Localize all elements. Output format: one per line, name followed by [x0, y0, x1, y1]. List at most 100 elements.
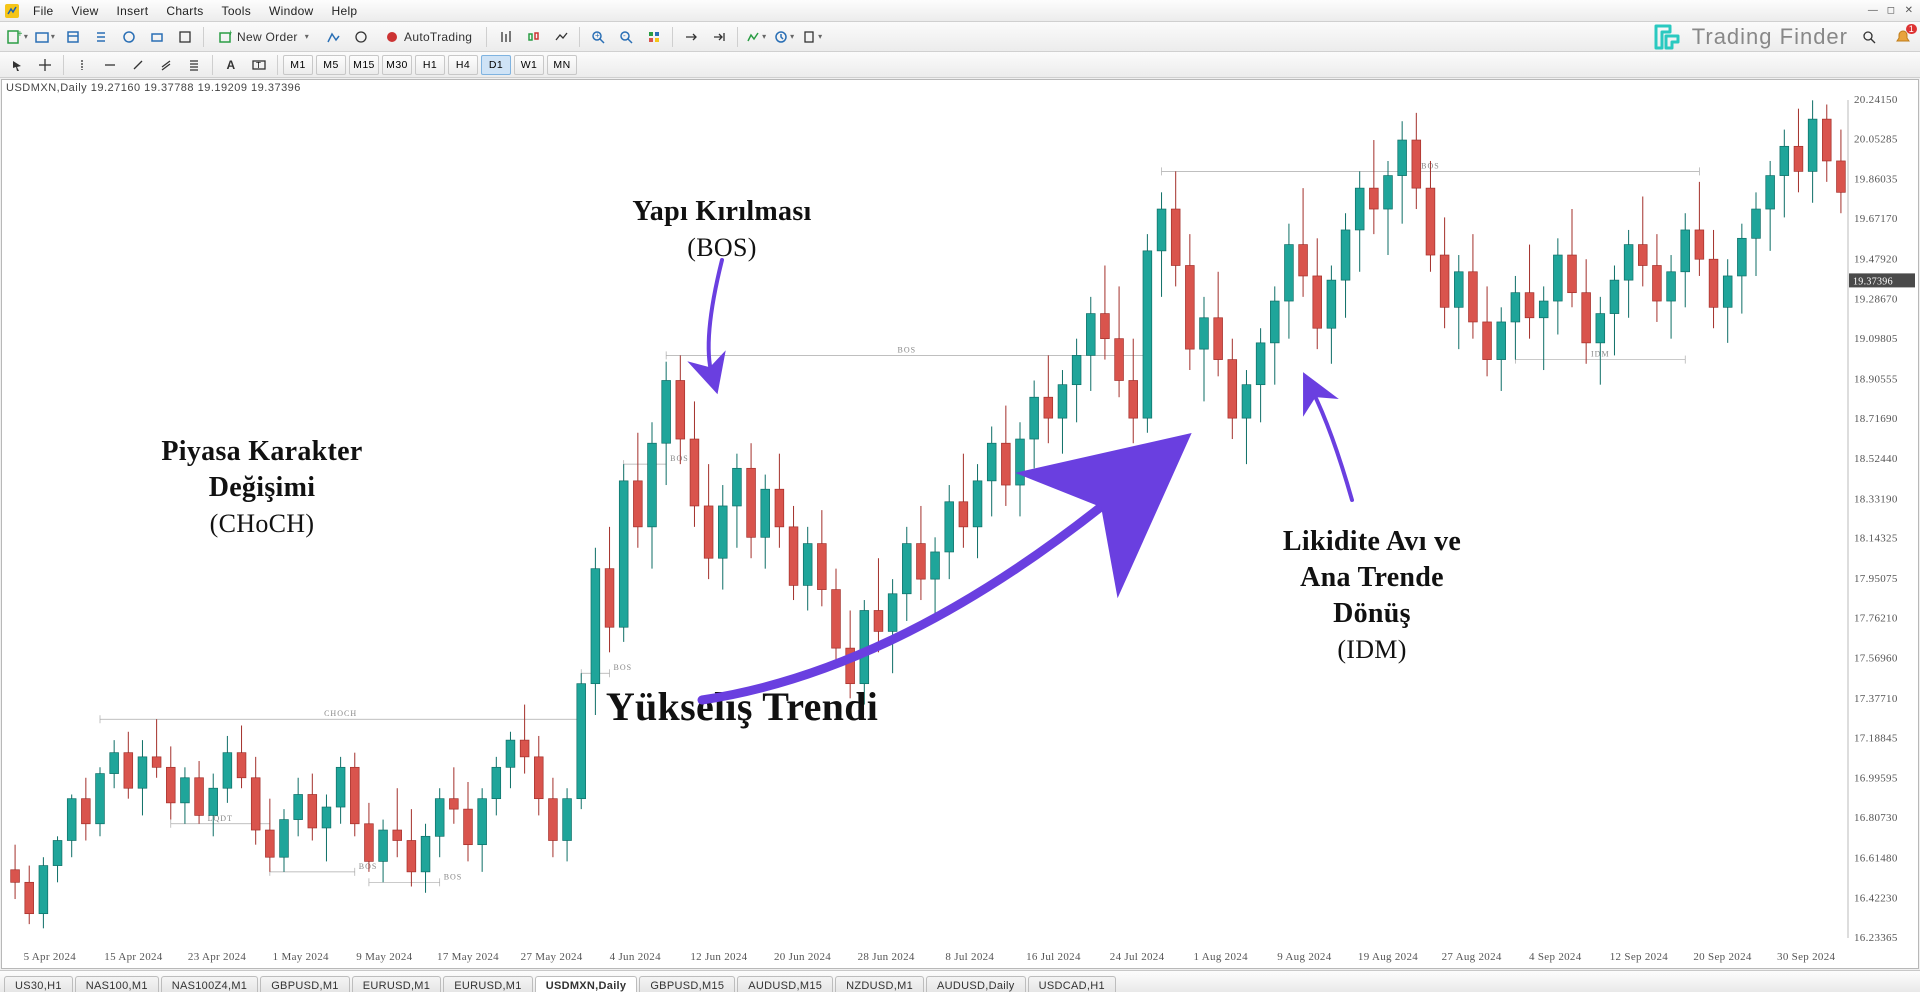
svg-text:BOS: BOS — [444, 872, 463, 881]
tf-MN[interactable]: MN — [547, 55, 577, 75]
zoom-out-button[interactable]: - — [613, 25, 639, 49]
tf-M30[interactable]: M30 — [382, 55, 412, 75]
new-order-button[interactable]: + New Order▾ — [209, 25, 318, 49]
metaquotes-button[interactable] — [320, 25, 346, 49]
menu-window[interactable]: Window — [260, 2, 322, 20]
menu-file[interactable]: File — [24, 2, 63, 20]
tf-D1[interactable]: D1 — [481, 55, 511, 75]
svg-text:19.47920: 19.47920 — [1854, 253, 1898, 265]
svg-text:Değişimi: Değişimi — [209, 472, 316, 503]
svg-text:16.99595: 16.99595 — [1854, 773, 1898, 785]
svg-text:18.52440: 18.52440 — [1854, 453, 1898, 465]
chart-title: USDMXN,Daily 19.27160 19.37788 19.19209 … — [6, 82, 301, 94]
svg-text:1 May 2024: 1 May 2024 — [273, 951, 329, 963]
new-order-label: New Order — [237, 30, 298, 44]
svg-text:15 Apr 2024: 15 Apr 2024 — [104, 951, 162, 963]
data-window-button[interactable] — [116, 25, 142, 49]
svg-text:18.14325: 18.14325 — [1854, 533, 1898, 545]
tf-M5[interactable]: M5 — [316, 55, 346, 75]
candle-chart-button[interactable] — [520, 25, 546, 49]
toolbar-main: +▾ ▾ + New Order▾ AutoTrading + - ▾ ▾ ▾ … — [0, 22, 1920, 52]
window-close-icon[interactable]: ✕ — [1900, 5, 1918, 16]
window-max-icon[interactable]: ◻ — [1882, 5, 1900, 16]
tab-USDCAD-H1[interactable]: USDCAD,H1 — [1028, 976, 1116, 992]
window-min-icon[interactable]: — — [1864, 5, 1882, 16]
svg-text:4 Sep 2024: 4 Sep 2024 — [1529, 951, 1582, 963]
svg-text:Dönüş: Dönüş — [1333, 598, 1411, 629]
svg-text:Likidite Avı ve: Likidite Avı ve — [1283, 526, 1461, 557]
svg-text:30 Sep 2024: 30 Sep 2024 — [1777, 951, 1835, 963]
svg-text:16.23365: 16.23365 — [1854, 932, 1898, 944]
svg-text:+: + — [228, 30, 232, 38]
svg-text:Piyasa Karakter: Piyasa Karakter — [161, 436, 362, 467]
tab-EURUSD-M1[interactable]: EURUSD,M1 — [352, 976, 442, 992]
menu-charts[interactable]: Charts — [157, 2, 212, 20]
svg-text:5 Apr 2024: 5 Apr 2024 — [24, 951, 77, 963]
tf-M15[interactable]: M15 — [349, 55, 379, 75]
search-button[interactable] — [1856, 25, 1882, 49]
tf-M1[interactable]: M1 — [283, 55, 313, 75]
market-watch-button[interactable] — [60, 25, 86, 49]
svg-text:17.37710: 17.37710 — [1854, 693, 1898, 705]
shift-button[interactable] — [678, 25, 704, 49]
autotrading-button[interactable]: AutoTrading — [376, 25, 481, 49]
indicators-button[interactable]: ▾ — [743, 25, 769, 49]
tab-AUDUSD-M15[interactable]: AUDUSD,M15 — [737, 976, 833, 992]
hline-button[interactable] — [97, 53, 123, 77]
tab-EURUSD-M1[interactable]: EURUSD,M1 — [443, 976, 533, 992]
tab-NAS100-M1[interactable]: NAS100,M1 — [75, 976, 159, 992]
alerts-button[interactable]: 1 — [1890, 25, 1916, 49]
svg-text:BOS: BOS — [359, 862, 378, 871]
autotrading-label: AutoTrading — [404, 30, 472, 44]
menu-tools[interactable]: Tools — [213, 2, 261, 20]
zoom-in-button[interactable]: + — [585, 25, 611, 49]
candlestick-chart[interactable]: 20.2415020.0528519.8603519.6717019.47920… — [2, 80, 1918, 968]
menu-view[interactable]: View — [63, 2, 108, 20]
periods-button[interactable]: ▾ — [771, 25, 797, 49]
terminal-button[interactable] — [144, 25, 170, 49]
fibo-button[interactable] — [181, 53, 207, 77]
chart-panel[interactable]: USDMXN,Daily 19.27160 19.37788 19.19209 … — [1, 79, 1919, 969]
tab-USDMXN-Daily[interactable]: USDMXN,Daily — [535, 976, 638, 992]
svg-text:27 May 2024: 27 May 2024 — [521, 951, 583, 963]
tf-H1[interactable]: H1 — [415, 55, 445, 75]
tab-AUDUSD-Daily[interactable]: AUDUSD,Daily — [926, 976, 1026, 992]
tf-H4[interactable]: H4 — [448, 55, 478, 75]
svg-text:(CHoCH): (CHoCH) — [210, 509, 315, 538]
tab-NAS100Z4-M1[interactable]: NAS100Z4,M1 — [161, 976, 258, 992]
svg-text:16.61480: 16.61480 — [1854, 852, 1898, 864]
tab-NZDUSD-M1[interactable]: NZDUSD,M1 — [835, 976, 924, 992]
menu-bar: FileViewInsertChartsToolsWindowHelp — ◻ … — [0, 0, 1920, 22]
profiles-button[interactable]: ▾ — [32, 25, 58, 49]
svg-text:BOS: BOS — [614, 663, 633, 672]
expert-button[interactable] — [348, 25, 374, 49]
templates-button[interactable]: ▾ — [799, 25, 825, 49]
cursor-button[interactable] — [4, 53, 30, 77]
tab-GBPUSD-M1[interactable]: GBPUSD,M1 — [260, 976, 350, 992]
auto-scroll-button[interactable] — [641, 25, 667, 49]
svg-text:19.37396: 19.37396 — [1853, 276, 1893, 287]
shift-end-button[interactable] — [706, 25, 732, 49]
crosshair-button[interactable] — [32, 53, 58, 77]
menu-help[interactable]: Help — [323, 2, 367, 20]
trendline-button[interactable] — [125, 53, 151, 77]
strategy-tester-button[interactable] — [172, 25, 198, 49]
menu-insert[interactable]: Insert — [108, 2, 158, 20]
tab-US30-H1[interactable]: US30,H1 — [4, 976, 73, 992]
svg-text:17.76210: 17.76210 — [1854, 612, 1898, 624]
tab-GBPUSD-M15[interactable]: GBPUSD,M15 — [639, 976, 735, 992]
vline-button[interactable] — [69, 53, 95, 77]
alert-badge: 1 — [1906, 24, 1917, 34]
svg-text:19 Aug 2024: 19 Aug 2024 — [1358, 951, 1418, 963]
text-label-button[interactable]: T — [246, 53, 272, 77]
text-button[interactable]: A — [218, 53, 244, 77]
svg-text:+: + — [17, 29, 22, 40]
navigator-button[interactable] — [88, 25, 114, 49]
channel-button[interactable] — [153, 53, 179, 77]
new-chart-button[interactable]: +▾ — [4, 25, 30, 49]
svg-text:18.90555: 18.90555 — [1854, 373, 1898, 385]
bar-chart-button[interactable] — [492, 25, 518, 49]
svg-text:18.71690: 18.71690 — [1854, 413, 1898, 425]
tf-W1[interactable]: W1 — [514, 55, 544, 75]
line-chart-button[interactable] — [548, 25, 574, 49]
